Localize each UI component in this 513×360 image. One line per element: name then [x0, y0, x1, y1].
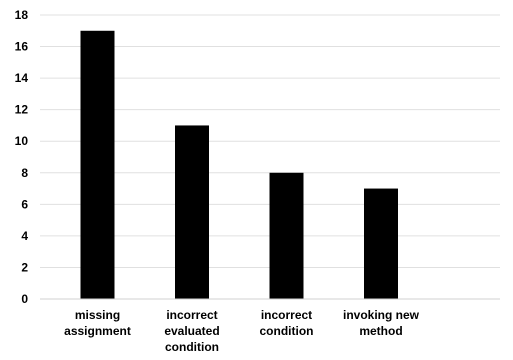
y-tick-label: 2 [21, 260, 28, 274]
y-tick-label: 18 [15, 8, 29, 22]
category-label: assignment [64, 324, 131, 338]
category-label: method [359, 324, 402, 338]
bar [364, 188, 398, 299]
bars [80, 30, 398, 300]
category-label: condition [260, 324, 314, 338]
category-label: evaluated [164, 324, 219, 338]
category-label: invoking new [343, 308, 420, 322]
y-tick-label: 10 [15, 134, 29, 148]
y-tick-label: 8 [21, 166, 28, 180]
category-label: incorrect [166, 308, 217, 322]
bar [80, 30, 115, 300]
y-tick-label: 12 [15, 103, 29, 117]
y-tick-label: 0 [21, 292, 28, 306]
bar [269, 172, 304, 299]
x-axis-labels: missing assignment incorrect evaluated condi… [64, 308, 420, 354]
category-label: incorrect [261, 308, 312, 322]
y-tick-label: 16 [15, 40, 29, 54]
y-tick-label: 4 [21, 229, 28, 243]
gridlines [40, 14, 500, 268]
y-tick-label: 6 [21, 197, 28, 211]
bar [175, 125, 209, 299]
category-label: missing [75, 308, 120, 322]
category-label: condition [165, 340, 219, 354]
y-axis-ticks: 0 2 4 6 8 10 12 14 16 18 [15, 8, 29, 306]
y-tick-label: 14 [15, 71, 29, 85]
